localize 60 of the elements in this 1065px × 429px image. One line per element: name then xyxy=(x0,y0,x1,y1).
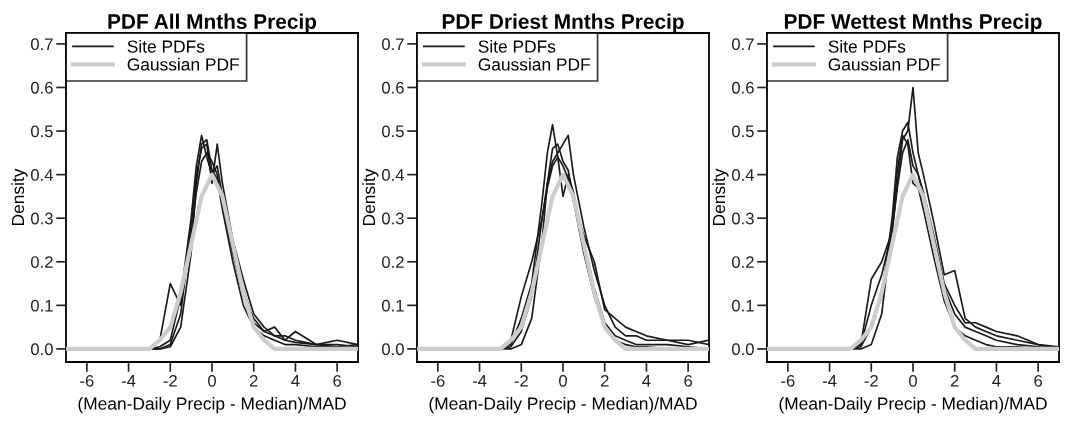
x-axis-title: (Mean-Daily Precip - Median)/MAD xyxy=(78,396,346,414)
y-tick-label: 0.6 xyxy=(381,81,404,94)
y-tick-label: 0.5 xyxy=(381,125,404,138)
y-tick-label: 0.0 xyxy=(30,343,53,356)
x-tick-label: -2 xyxy=(514,374,528,387)
y-tick-label: 0.1 xyxy=(381,299,404,312)
y-tick-label: 0.6 xyxy=(30,81,53,94)
y-axis-title: Density xyxy=(11,168,28,226)
x-tick-label: 0 xyxy=(909,374,917,387)
x-tick-label: 6 xyxy=(333,374,342,387)
y-tick-label: 0.0 xyxy=(731,343,754,356)
y-tick-label: 0.6 xyxy=(731,81,754,94)
y-tick-label: 0.1 xyxy=(30,299,53,312)
legend-label: Gaussian PDF xyxy=(828,57,940,71)
chart-title: PDF Driest Mnths Precip xyxy=(442,13,684,33)
legend-label: Gaussian PDF xyxy=(478,57,590,71)
x-tick-label: -4 xyxy=(472,375,487,387)
y-tick-label: 0.5 xyxy=(731,125,754,138)
y-tick-label: 0.2 xyxy=(731,256,754,268)
y-tick-label: 0.4 xyxy=(731,169,755,181)
x-tick-label: -2 xyxy=(864,374,878,387)
chart-title: PDF Wettest Mnths Precip xyxy=(784,13,1042,33)
x-tick-label: -4 xyxy=(822,375,837,387)
x-tick-label: -2 xyxy=(163,374,177,387)
y-tick-label: 0.3 xyxy=(30,212,53,225)
x-tick-label: 4 xyxy=(642,375,651,387)
x-axis-title: (Mean-Daily Precip - Median)/MAD xyxy=(779,396,1047,414)
x-tick-label: 0 xyxy=(208,374,216,387)
chart-title: PDF All Mnths Precip xyxy=(108,13,317,33)
x-tick-label: 0 xyxy=(559,374,567,387)
y-axis-title: Density xyxy=(362,168,379,226)
legend-label: Site PDFs xyxy=(828,39,906,53)
y-tick-label: 0.5 xyxy=(30,125,53,138)
y-tick-label: 0.1 xyxy=(731,299,754,312)
y-axis-title: Density xyxy=(712,168,729,226)
y-tick-label: 0.3 xyxy=(381,212,404,225)
y-tick-label: 0.4 xyxy=(30,169,54,181)
x-tick-label: 4 xyxy=(291,375,300,387)
legend-label: Gaussian PDF xyxy=(127,57,239,71)
x-tick-label: -6 xyxy=(80,374,94,387)
y-tick-label: 0.0 xyxy=(381,343,404,356)
x-tick-label: -6 xyxy=(781,374,795,387)
x-tick-label: 4 xyxy=(992,375,1001,387)
y-tick-label: 0.7 xyxy=(381,38,404,51)
x-tick-label: 2 xyxy=(600,374,609,387)
y-tick-label: 0.2 xyxy=(30,256,53,268)
y-tick-label: 0.7 xyxy=(731,38,754,51)
x-tick-label: 2 xyxy=(249,374,258,387)
y-tick-label: 0.4 xyxy=(381,169,405,181)
y-tick-label: 0.2 xyxy=(381,256,404,268)
x-tick-label: 2 xyxy=(950,374,959,387)
legend-label: Site PDFs xyxy=(127,39,205,53)
y-tick-label: 0.3 xyxy=(731,212,754,225)
y-tick-label: 0.7 xyxy=(30,38,53,51)
x-axis-title: (Mean-Daily Precip - Median)/MAD xyxy=(429,396,697,414)
x-tick-label: -6 xyxy=(431,374,445,387)
x-tick-label: 6 xyxy=(684,374,693,387)
x-tick-label: -4 xyxy=(121,375,136,387)
x-tick-label: 6 xyxy=(1034,374,1043,387)
legend-label: Site PDFs xyxy=(478,39,556,53)
